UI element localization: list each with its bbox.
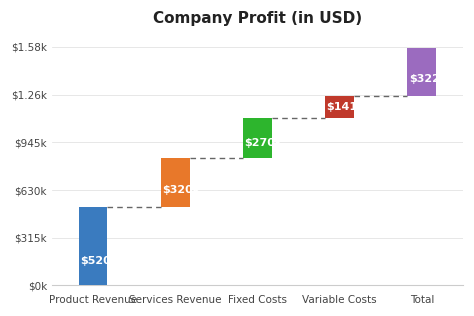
Bar	[243, 118, 272, 158]
Text: $141k: $141k	[327, 102, 365, 112]
Bar	[79, 207, 108, 285]
Text: $322k: $322k	[409, 74, 447, 84]
Bar	[325, 96, 354, 118]
Text: $270k: $270k	[245, 138, 283, 148]
Text: $520k: $520k	[80, 256, 118, 265]
Bar	[161, 158, 190, 207]
Text: $320k: $320k	[162, 185, 201, 195]
Bar	[408, 48, 436, 96]
Title: Company Profit (in USD): Company Profit (in USD)	[153, 11, 362, 26]
